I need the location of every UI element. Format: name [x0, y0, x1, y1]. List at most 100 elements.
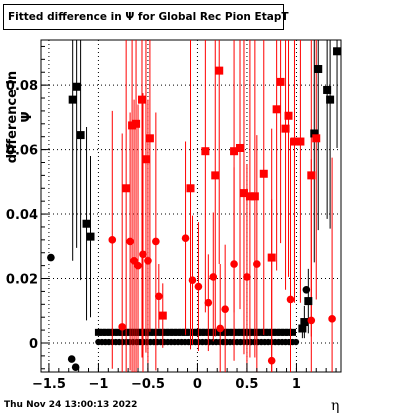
data-point-circle [253, 260, 261, 268]
data-point-square [259, 169, 268, 178]
y-tick-label: 0.02 [6, 273, 38, 288]
zero-square-marker [225, 328, 233, 336]
data-point-circle [328, 315, 336, 323]
zero-square-marker [281, 328, 289, 336]
timestamp: Thu Nov 24 13:00:13 2022 [4, 400, 138, 410]
zero-square-marker [205, 328, 213, 336]
zero-square-marker [186, 328, 194, 336]
data-point-square [230, 147, 239, 156]
axis-ticks [41, 45, 337, 372]
data-point-square [250, 192, 259, 201]
data-point-square [76, 131, 85, 140]
zero-square-marker [269, 328, 277, 336]
data-point-circle [221, 305, 229, 313]
data-point-square [314, 65, 323, 74]
zero-square-marker [245, 328, 253, 336]
y-axis-label: difference in Ψ [5, 70, 35, 164]
data-point-circle [307, 316, 316, 325]
data-point-square [312, 134, 321, 143]
data-point-square [281, 124, 290, 133]
data-point-circle [118, 323, 126, 331]
data-point-square [304, 297, 313, 306]
data-point-square [245, 192, 254, 201]
data-point-circle [194, 282, 203, 291]
zero-square-marker [261, 328, 269, 336]
zero-square-marker [213, 328, 221, 336]
zero-square-marker [98, 328, 106, 336]
zero-square-marker [114, 328, 122, 336]
data-point-square [82, 219, 91, 228]
tick-labels: −1.5 −1 −0.5 0 0.5 1 0 0.02 0.04 0.06 0.08 [6, 79, 301, 392]
zero-square-marker [288, 328, 296, 336]
x-tick-label: −0.5 [131, 377, 165, 392]
zero-square-marker [102, 328, 110, 336]
x-tick-label: 0.5 [235, 377, 258, 392]
x-tick-label: −1 [88, 377, 108, 392]
x-tick-label: −1.5 [32, 377, 66, 392]
y-tick-label: 0.04 [6, 208, 38, 223]
zero-square-marker [154, 328, 162, 336]
data-point-square [298, 324, 307, 333]
data-point-square [290, 137, 299, 146]
data-point-square [307, 171, 316, 180]
data-point-circle [181, 234, 190, 243]
data-point-square [122, 184, 131, 193]
data-point-circle [267, 356, 276, 365]
zero-square-marker [110, 328, 118, 336]
data-point-square [236, 143, 245, 152]
zero-square-marker [106, 328, 114, 336]
data-point-square [326, 95, 335, 104]
plot-title: Fitted difference in Ψ for Global Rec Pi… [3, 4, 289, 30]
data-point-square [141, 155, 150, 164]
data-point-circle [144, 256, 152, 265]
zero-square-marker [158, 328, 166, 336]
data-point-circle [108, 236, 117, 244]
zero-square-marker [162, 328, 170, 336]
data-point-circle [230, 260, 238, 268]
zero-square-marker [233, 328, 241, 336]
y-tick-label: 0 [29, 337, 38, 352]
zero-square-marker [174, 328, 182, 336]
data-point-square [239, 189, 248, 198]
data-point-square [333, 47, 342, 56]
data-point-square [72, 82, 81, 91]
zero-square-marker [193, 328, 201, 336]
data-point-square [267, 253, 276, 262]
data-point-circle [302, 286, 311, 294]
data-point-circle [71, 363, 80, 371]
y-tick-label: 0.06 [6, 144, 38, 159]
data-point-square [323, 85, 332, 94]
data-point-circle [134, 261, 142, 270]
data-point-circle [188, 276, 197, 284]
data-point-square [158, 311, 167, 320]
data-point-square [296, 137, 305, 146]
data-point-circle [204, 298, 213, 307]
data-point-square [276, 77, 285, 86]
data-point-square [300, 318, 309, 327]
zero-square-marker [249, 328, 257, 336]
zero-square-marker [150, 328, 158, 336]
zero-square-marker [197, 328, 205, 336]
zero-square-marker [201, 328, 209, 336]
zero-square-marker [189, 328, 197, 336]
data-point-square [68, 95, 77, 104]
data-point-square [186, 184, 195, 193]
data-point-circle [126, 237, 134, 246]
zero-square-marker [146, 328, 154, 336]
zero-square-marker [217, 328, 225, 336]
data-markers [47, 47, 342, 371]
zero-square-marker [229, 328, 237, 336]
zero-point-marker [292, 338, 300, 346]
data-point-square [86, 232, 95, 241]
zero-square-marker [257, 328, 265, 336]
zero-square-marker [94, 328, 102, 336]
x-tick-label: 0 [193, 377, 202, 392]
zero-square-marker [277, 328, 285, 336]
x-axis-label: η [331, 398, 340, 414]
zero-square-marker [237, 328, 245, 336]
zero-square-marker [241, 328, 249, 336]
x-tick-label: 1 [292, 377, 301, 392]
zero-square-marker [273, 328, 281, 336]
zero-square-marker [285, 328, 293, 336]
